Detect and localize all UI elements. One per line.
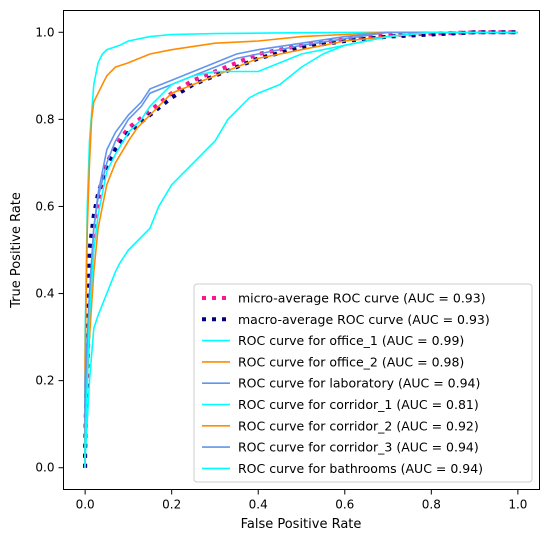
- legend-label-3: ROC curve for office_2 (AUC = 0.98): [238, 354, 464, 369]
- plot-frame: [63, 10, 540, 490]
- series-line-7: [84, 31, 518, 468]
- series-line-5: [84, 31, 518, 468]
- legend-box: [193, 283, 533, 483]
- x-axis-label: False Positive Rate: [241, 517, 362, 532]
- series-line-3: [84, 31, 518, 468]
- y-tick-label: 0.2: [35, 374, 54, 388]
- legend-label-8: ROC curve for bathrooms (AUC = 0.94): [238, 461, 483, 476]
- x-tick-label: 0.2: [162, 498, 181, 512]
- series-line-8: [84, 31, 518, 468]
- y-tick-label: 1.0: [35, 25, 54, 39]
- legend: micro-average ROC curve (AUC = 0.93) macr…: [193, 283, 533, 483]
- x-tick-label: 0.8: [422, 498, 441, 512]
- y-axis-label: True Positive Rate: [9, 192, 24, 309]
- x-tick-label: 0.6: [335, 498, 354, 512]
- y-tick-label: 0.4: [35, 287, 54, 301]
- legend-label-7: ROC curve for corridor_3 (AUC = 0.94): [238, 440, 479, 455]
- legend-label-0: micro-average ROC curve (AUC = 0.93): [238, 291, 486, 306]
- legend-label-5: ROC curve for corridor_1 (AUC = 0.81): [238, 397, 479, 412]
- x-tick-label: 0.4: [249, 498, 268, 512]
- x-axis: 0.0 0.2 0.4 0.6 0.8 1.0: [76, 489, 527, 512]
- legend-label-6: ROC curve for corridor_2 (AUC = 0.92): [238, 418, 479, 433]
- y-axis: 0.0 0.2 0.4 0.6 0.8 1.0: [35, 25, 64, 475]
- x-tick-label: 0.0: [76, 498, 95, 512]
- curves-layer: [83, 30, 518, 468]
- x-tick-label: 1.0: [508, 498, 527, 512]
- y-tick-label: 0.8: [35, 112, 54, 126]
- y-tick-label: 0.0: [35, 461, 54, 475]
- legend-label-2: ROC curve for office_1 (AUC = 0.99): [238, 333, 464, 348]
- legend-label-4: ROC curve for laboratory (AUC = 0.94): [238, 376, 480, 391]
- legend-label-1: macro-average ROC curve (AUC = 0.93): [238, 312, 490, 327]
- series-line-6: [84, 31, 518, 468]
- y-tick-label: 0.6: [35, 199, 54, 213]
